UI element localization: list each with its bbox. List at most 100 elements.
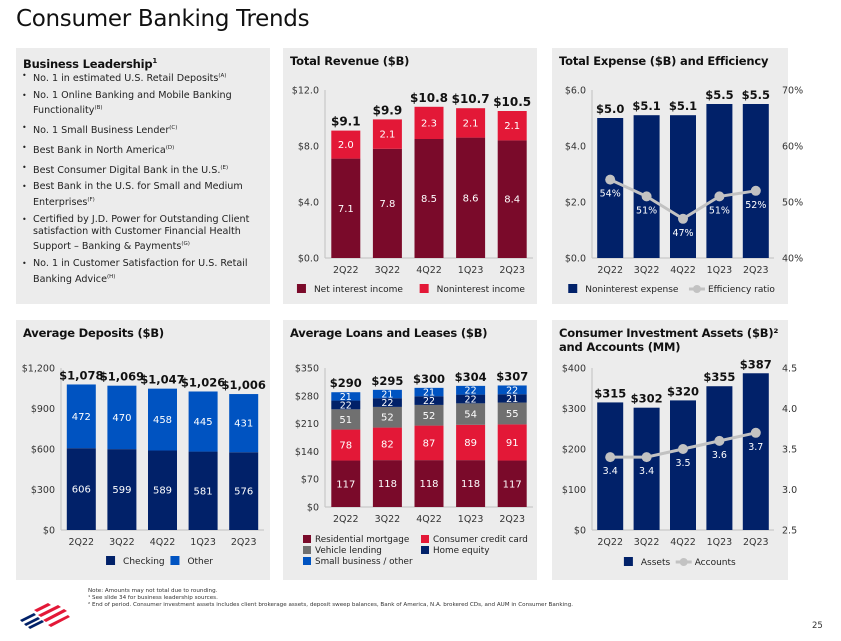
average-loans-chart: $0$70$140$210$280$35011778512221$2902Q22… [295, 364, 533, 567]
legend-swatch [303, 535, 311, 543]
legend-label: Noninterest expense [585, 285, 679, 295]
business-leadership-panel: Business Leadership1 No. 1 in estimated … [16, 48, 270, 304]
bar-segment [372, 427, 402, 461]
series-point [678, 213, 688, 224]
total-label: $5.1 [632, 99, 660, 113]
legend-swatch [623, 557, 633, 566]
total-label: $5.5 [705, 88, 733, 102]
y2-tick-label: 3.0 [782, 485, 797, 496]
legend-label: Residential mortgage [315, 535, 409, 545]
y-tick-label: $140 [295, 447, 319, 458]
data-label: 51 [339, 415, 352, 426]
legend-label: Vehicle lending [315, 546, 382, 556]
total-label: $1,069 [100, 370, 144, 384]
total-label: $320 [667, 384, 699, 398]
legend-swatch [296, 284, 306, 293]
legend-marker [692, 285, 701, 293]
data-label: 7.1 [338, 204, 354, 215]
x-tick-label: 2Q22 [597, 265, 623, 276]
list-item: Best Bank in North America(D) [21, 142, 267, 158]
total-label: $9.9 [373, 103, 403, 117]
series-point [641, 452, 652, 463]
y2-tick-label: 60% [782, 142, 803, 153]
bar-segment [706, 386, 733, 530]
x-tick-label: 4Q22 [670, 265, 696, 276]
y-tick-label: $4.0 [298, 198, 319, 209]
footnote-ref: (C) [169, 124, 178, 131]
data-label: 21 [340, 392, 352, 403]
legend-swatch [303, 557, 311, 565]
bar-segment [456, 460, 486, 507]
x-tick-label: 3Q22 [375, 265, 401, 276]
y-tick-label: $900 [31, 404, 55, 415]
line-data-label: 52% [745, 200, 766, 211]
x-tick-label: 2Q23 [743, 537, 769, 548]
data-label: 8.6 [463, 193, 479, 204]
y-tick-label: $12.0 [292, 86, 319, 97]
data-label: 78 [339, 441, 352, 452]
data-label: 118 [419, 479, 438, 490]
x-tick-label: 4Q22 [416, 265, 442, 276]
chart-title: Total Expense ($B) and Efficiency [559, 54, 769, 68]
bank-logo-icon [20, 603, 70, 629]
data-label: 2.0 [338, 140, 354, 151]
total-label: $300 [413, 372, 445, 386]
bar-segment [456, 137, 486, 258]
data-label: 22 [465, 386, 477, 397]
bar-segment [148, 450, 177, 530]
average-deposits-chart: $0 $300 $600 $900 $1,200 606 472 $1,078 2Q22 599 4… [22, 364, 266, 568]
total-label: $1,026 [181, 375, 225, 389]
bar-segment [633, 115, 660, 258]
list-item: No. 1 Online Banking and Mobile Banking … [21, 90, 267, 118]
line-data-label: 54% [600, 189, 621, 200]
legend-label: Noninterest income [437, 285, 526, 295]
chart-title: Average Loans and Leases ($B) [290, 326, 488, 340]
data-label: 470 [112, 413, 131, 424]
x-tick-label: 1Q23 [458, 514, 484, 525]
legend-swatch [303, 546, 311, 554]
bar-segment [66, 448, 96, 530]
x-tick-label: 2Q23 [499, 514, 525, 525]
series-point [750, 427, 761, 438]
legend-label: Accounts [695, 558, 736, 568]
data-label: 606 [72, 485, 91, 496]
data-label: 2.1 [463, 118, 479, 129]
bar-segment [706, 104, 733, 258]
legend-label: Assets [641, 558, 671, 568]
data-label: 8.4 [504, 195, 520, 206]
data-label: 431 [234, 419, 253, 430]
y-tick-label: $1,200 [22, 364, 55, 375]
x-tick-label: 3Q22 [634, 537, 660, 548]
bar-segment [372, 460, 402, 507]
line-data-label: 51% [636, 205, 657, 216]
series-point [714, 435, 725, 446]
list-item: Best Bank in the U.S. for Small and Medi… [21, 181, 267, 209]
x-tick-label: 1Q23 [458, 265, 484, 276]
total-label: $315 [594, 386, 626, 400]
bar-segment [497, 402, 527, 425]
logo-flag-stripes [20, 603, 70, 629]
legend-label: Other [187, 557, 213, 567]
footnote-ref: (E) [220, 164, 229, 171]
total-label: $1,047 [140, 373, 184, 387]
footnote-ref: (G) [181, 241, 190, 248]
list-item: No. 1 Small Business Lender(C) [21, 122, 267, 138]
legend-label: Net interest income [314, 285, 403, 295]
average-deposits-panel: Average Deposits ($B) $0 $300 $600 $900 $1,2… [16, 320, 270, 580]
data-label: 117 [503, 479, 522, 490]
series-point [750, 185, 761, 196]
footnote-ref: (D) [165, 144, 175, 151]
y-tick-label: $70 [301, 475, 319, 486]
bar-segment [497, 140, 527, 258]
data-label: 118 [378, 479, 397, 490]
legend-swatch [170, 556, 180, 565]
total-label: $307 [496, 369, 528, 383]
y-tick-label: $280 [295, 391, 319, 402]
footnote-ref: 1 [152, 57, 158, 65]
bar-segment [66, 384, 96, 449]
y2-tick-label: 4.0 [782, 404, 797, 415]
y-tick-label: $2.0 [565, 198, 586, 209]
legend-swatch [419, 284, 429, 293]
y2-tick-label: 2.5 [782, 526, 797, 537]
x-tick-label: 2Q22 [597, 537, 623, 548]
